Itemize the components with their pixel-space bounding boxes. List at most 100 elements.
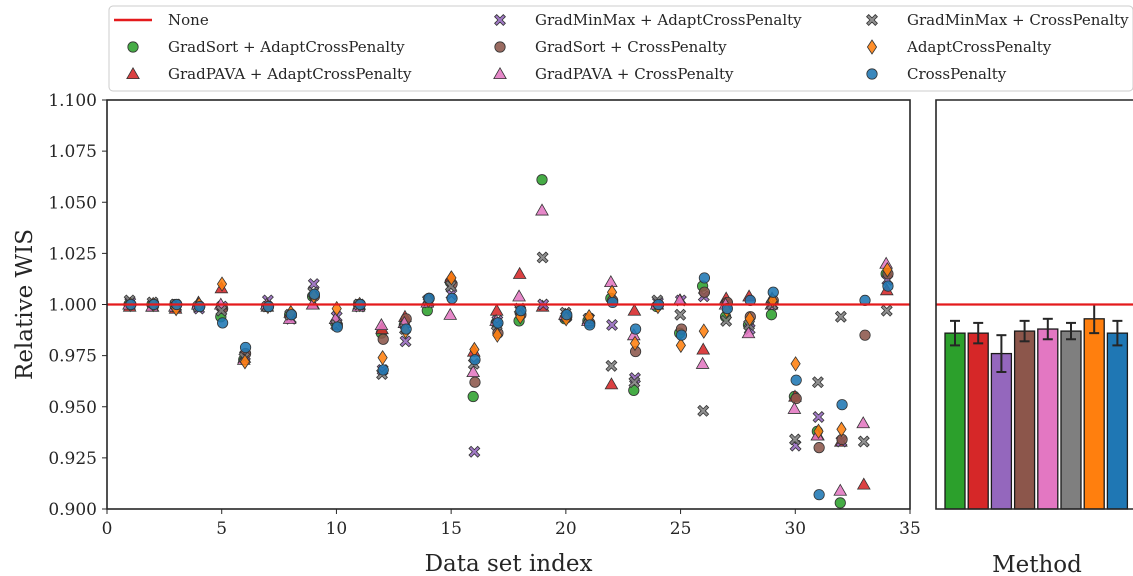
data-point xyxy=(744,294,756,307)
y-tick-label: 1.000 xyxy=(48,296,97,316)
legend-label: GradSort + CrossPenalty xyxy=(535,38,727,56)
legend-item-none: None xyxy=(114,11,209,29)
legend-swatch xyxy=(866,14,878,26)
data-point xyxy=(446,292,458,304)
legend-item-gradminmax-adaptcrosspenalty: GradMinMax + AdaptCrossPenalty xyxy=(494,11,802,29)
legend-item-gradsort-crosspenalty: GradSort + CrossPenalty xyxy=(494,38,727,56)
legend-label: GradPAVA + AdaptCrossPenalty xyxy=(168,65,412,83)
data-point xyxy=(627,303,642,316)
legend-label: AdaptCrossPenalty xyxy=(906,38,1052,56)
data-point xyxy=(400,323,412,335)
bar-crosspenalty xyxy=(1106,332,1129,510)
data-point xyxy=(859,294,871,307)
data-point xyxy=(880,304,893,317)
legend-label: GradMinMax + AdaptCrossPenalty xyxy=(535,11,802,29)
data-point xyxy=(467,390,479,403)
data-point xyxy=(629,335,641,352)
data-point xyxy=(216,276,228,292)
data-point xyxy=(836,399,848,411)
data-point xyxy=(377,333,389,345)
legend-swatch xyxy=(494,41,506,53)
data-point xyxy=(696,342,711,355)
legend-item-gradpava-adaptcrosspenalty: GradPAVA + AdaptCrossPenalty xyxy=(126,65,412,83)
data-point xyxy=(695,356,710,369)
data-point xyxy=(698,323,709,339)
y-tick-label: 1.100 xyxy=(48,91,97,111)
legend: None GradSort + AdaptCrossPenalty GradPAVA… xyxy=(108,5,1133,92)
bar-plot xyxy=(935,99,1133,510)
data-point xyxy=(720,314,733,327)
data-point xyxy=(698,286,711,298)
legend-swatch xyxy=(493,66,507,80)
data-point xyxy=(469,354,481,366)
x-tick-label: 35 xyxy=(899,519,921,539)
data-point xyxy=(606,318,619,331)
y-tick-label: 1.025 xyxy=(48,244,97,264)
y-axis-label: Relative WIS xyxy=(12,229,38,380)
data-point xyxy=(399,335,412,348)
bar-x-axis-label: Method xyxy=(992,552,1082,576)
legend-item-adaptcrosspenalty: AdaptCrossPenalty xyxy=(866,38,1052,56)
data-point xyxy=(239,341,252,354)
data-point xyxy=(194,300,206,313)
data-point xyxy=(859,329,871,341)
legend-label: GradMinMax + CrossPenalty xyxy=(907,11,1129,29)
data-point xyxy=(675,329,688,341)
x-tick-label: 20 xyxy=(555,519,577,539)
legend-swatch xyxy=(866,68,878,80)
series-crosspenalty xyxy=(125,272,894,501)
y-tick-label: 1.050 xyxy=(48,193,97,213)
bar-gradsort-crosspenalty xyxy=(1013,330,1036,510)
y-tick-label: 0.925 xyxy=(48,449,97,469)
data-point xyxy=(834,310,847,323)
data-point xyxy=(674,308,687,321)
legend-item-gradsort-adaptcrosspenalty: GradSort + AdaptCrossPenalty xyxy=(127,38,405,56)
y-tick-label: 0.950 xyxy=(48,398,97,418)
data-point xyxy=(628,376,641,389)
data-point xyxy=(813,442,825,454)
data-point xyxy=(605,359,618,372)
data-point xyxy=(834,497,846,509)
legend-swatch xyxy=(127,41,139,53)
data-point xyxy=(836,421,847,437)
scatter-frame xyxy=(106,99,911,510)
data-point xyxy=(882,262,893,278)
y-tick-label: 1.075 xyxy=(48,142,97,162)
bar-adaptcrosspenalty xyxy=(1083,318,1105,510)
data-point xyxy=(331,321,343,333)
data-point xyxy=(561,309,573,321)
legend-swatch xyxy=(494,14,506,26)
data-point xyxy=(423,292,435,304)
data-point xyxy=(767,286,779,298)
data-point xyxy=(604,377,619,390)
data-point xyxy=(446,270,457,286)
y-tick-label: 0.975 xyxy=(48,347,97,367)
bar-frame xyxy=(935,99,1133,510)
data-point xyxy=(262,300,275,313)
data-point xyxy=(721,302,733,315)
legend-item-crosspenalty: CrossPenalty xyxy=(866,65,1007,83)
data-point xyxy=(856,477,871,490)
data-point xyxy=(856,416,871,429)
y-tick-label: 0.900 xyxy=(48,500,97,520)
bar-gradminmax-crosspenalty xyxy=(1060,330,1082,510)
data-point xyxy=(469,376,481,388)
data-point xyxy=(466,364,481,378)
data-point xyxy=(512,289,526,302)
data-point xyxy=(535,203,549,216)
legend-item-gradminmax-crosspenalty: GradMinMax + CrossPenalty xyxy=(866,11,1129,29)
data-point xyxy=(813,489,825,501)
data-point xyxy=(812,411,825,423)
x-tick-label: 30 xyxy=(784,519,806,539)
data-point xyxy=(217,317,229,329)
data-point xyxy=(811,376,824,389)
scatter-plot: 0.900 0.925 0.950 0.975 1.000 1.025 1.050 1.075… xyxy=(48,91,920,539)
bar-gradpava-adaptcrosspenalty xyxy=(967,332,989,510)
data-point xyxy=(697,404,710,417)
data-point xyxy=(813,423,824,440)
x-tick-label: 25 xyxy=(670,519,692,539)
data-point xyxy=(857,435,870,448)
legend-label: CrossPenalty xyxy=(907,65,1007,83)
legend-swatch xyxy=(126,66,140,80)
